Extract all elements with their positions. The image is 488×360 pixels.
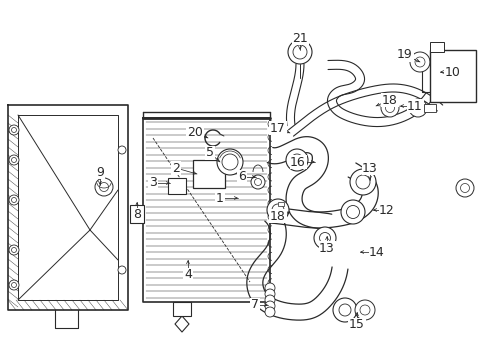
Text: 18: 18 bbox=[269, 210, 285, 222]
Circle shape bbox=[413, 104, 422, 112]
Text: 17: 17 bbox=[269, 122, 285, 135]
Text: 12: 12 bbox=[378, 203, 394, 216]
Bar bbox=[429, 42, 443, 52]
Circle shape bbox=[9, 155, 19, 165]
Circle shape bbox=[266, 199, 288, 221]
Bar bbox=[130, 205, 143, 223]
Text: 7: 7 bbox=[250, 298, 259, 311]
Circle shape bbox=[460, 184, 468, 193]
Text: 13: 13 bbox=[362, 162, 377, 175]
Circle shape bbox=[285, 149, 307, 171]
Text: 18: 18 bbox=[381, 94, 397, 107]
Circle shape bbox=[9, 125, 19, 135]
Bar bbox=[173, 302, 191, 316]
Text: 3: 3 bbox=[149, 176, 157, 189]
Circle shape bbox=[332, 298, 356, 322]
Text: 6: 6 bbox=[238, 171, 245, 184]
Circle shape bbox=[409, 52, 429, 72]
Circle shape bbox=[292, 45, 306, 59]
Circle shape bbox=[12, 283, 17, 288]
Circle shape bbox=[12, 158, 17, 162]
Circle shape bbox=[118, 266, 126, 274]
Circle shape bbox=[313, 227, 335, 249]
Text: 5: 5 bbox=[205, 147, 214, 159]
Circle shape bbox=[290, 154, 303, 166]
Circle shape bbox=[349, 169, 375, 195]
Circle shape bbox=[222, 154, 238, 170]
Circle shape bbox=[254, 179, 261, 185]
Circle shape bbox=[12, 198, 17, 202]
Circle shape bbox=[217, 149, 243, 175]
Circle shape bbox=[12, 127, 17, 132]
Bar bbox=[278, 202, 284, 206]
Text: 11: 11 bbox=[407, 99, 422, 112]
Circle shape bbox=[287, 40, 311, 64]
Circle shape bbox=[355, 175, 369, 189]
Circle shape bbox=[346, 206, 359, 219]
Circle shape bbox=[264, 295, 274, 305]
Text: 13: 13 bbox=[319, 242, 334, 255]
Circle shape bbox=[408, 99, 426, 117]
Text: 19: 19 bbox=[396, 49, 412, 62]
Circle shape bbox=[9, 195, 19, 205]
Circle shape bbox=[118, 146, 126, 154]
Text: 15: 15 bbox=[348, 319, 364, 332]
Circle shape bbox=[455, 179, 473, 197]
Text: 1: 1 bbox=[216, 192, 224, 204]
Text: 21: 21 bbox=[291, 31, 307, 45]
Circle shape bbox=[12, 248, 17, 252]
Circle shape bbox=[340, 200, 364, 224]
Bar bbox=[193, 160, 224, 188]
Circle shape bbox=[319, 233, 330, 243]
Circle shape bbox=[9, 245, 19, 255]
Circle shape bbox=[338, 304, 350, 316]
Circle shape bbox=[250, 175, 264, 189]
Text: 4: 4 bbox=[183, 269, 192, 282]
Circle shape bbox=[264, 283, 274, 293]
Circle shape bbox=[414, 57, 424, 67]
Circle shape bbox=[380, 99, 398, 117]
Text: 9: 9 bbox=[96, 166, 104, 179]
Text: 8: 8 bbox=[133, 208, 141, 221]
Bar bbox=[168, 178, 185, 194]
Circle shape bbox=[264, 289, 274, 299]
Circle shape bbox=[99, 183, 108, 192]
Text: 14: 14 bbox=[368, 246, 384, 258]
Text: 10: 10 bbox=[444, 66, 460, 78]
Circle shape bbox=[385, 104, 394, 112]
Text: 2: 2 bbox=[172, 162, 180, 175]
Text: 16: 16 bbox=[289, 156, 305, 168]
Bar bbox=[423, 104, 435, 112]
Circle shape bbox=[264, 301, 274, 311]
Circle shape bbox=[264, 307, 274, 317]
Circle shape bbox=[271, 204, 284, 216]
Circle shape bbox=[9, 280, 19, 290]
Circle shape bbox=[359, 305, 369, 315]
Text: 20: 20 bbox=[187, 126, 203, 139]
Bar bbox=[429, 50, 475, 102]
Circle shape bbox=[354, 300, 374, 320]
Circle shape bbox=[95, 178, 113, 196]
